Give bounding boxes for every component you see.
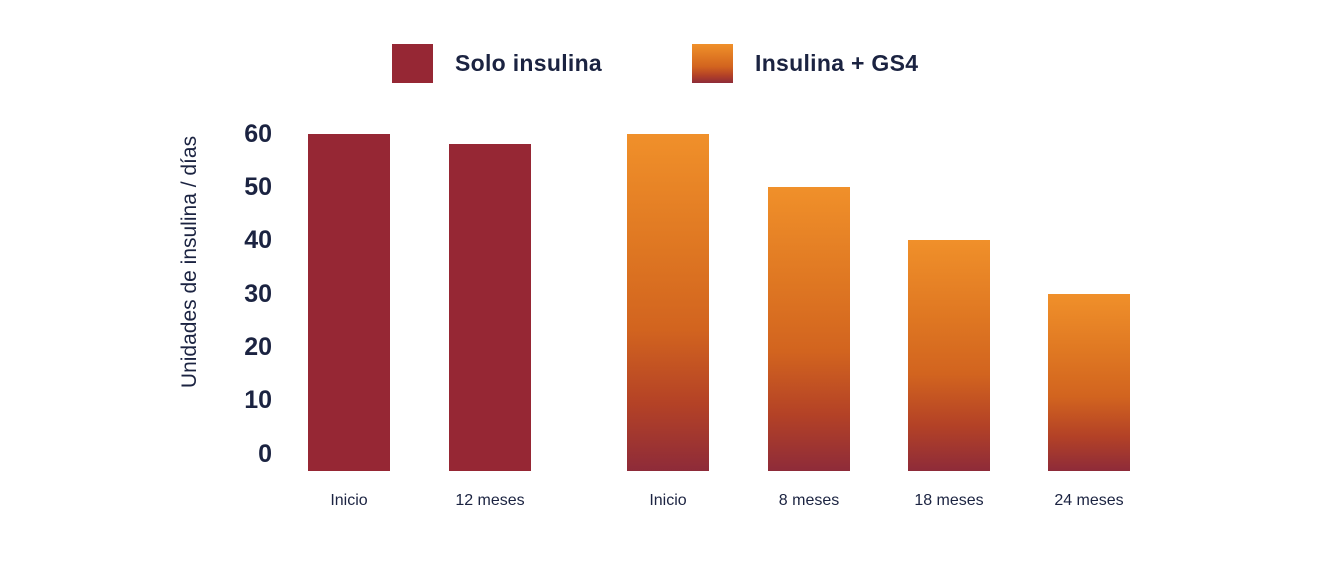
y-axis-title: Unidades de insulina / días <box>178 135 201 389</box>
legend-swatch-solo-insulina-icon <box>392 44 433 83</box>
legend-label-solo-insulina: Solo insulina <box>455 50 603 76</box>
bar-solo-insulina-inicio <box>308 133 390 471</box>
x-axis-label-solo-insulina-inicio: Inicio <box>330 492 368 509</box>
y-axis-tick-50: 50 <box>244 172 272 201</box>
bar-insulina-gs4-24-meses <box>1048 293 1130 471</box>
x-axis-label-insulina-gs4-inicio: Inicio <box>649 492 687 509</box>
x-axis-label-insulina-gs4-18-meses: 18 meses <box>914 492 984 509</box>
bar-insulina-gs4-18-meses <box>908 240 990 471</box>
legend-swatch-insulina-gs4-icon <box>692 44 733 83</box>
x-axis-label-insulina-gs4-8-meses: 8 meses <box>778 492 840 509</box>
y-axis-tick-30: 30 <box>244 279 272 308</box>
bar-insulina-gs4-8-meses <box>768 186 850 471</box>
legend-label-insulina-gs4: Insulina + GS4 <box>755 50 919 76</box>
y-axis-tick-40: 40 <box>244 226 272 255</box>
y-axis-tick-0: 0 <box>258 439 272 468</box>
y-axis-tick-20: 20 <box>244 332 272 361</box>
legend-item-insulina-gs4: Insulina + GS4 <box>692 44 918 83</box>
y-axis-tick-60: 60 <box>244 119 272 148</box>
x-axis-label-insulina-gs4-24-meses: 24 meses <box>1054 492 1124 509</box>
y-axis-tick-10: 10 <box>244 386 272 415</box>
x-axis-label-solo-insulina-12-meses: 12 meses <box>455 492 525 509</box>
legend-item-solo-insulina: Solo insulina <box>392 44 602 83</box>
bar-solo-insulina-12-meses <box>449 144 531 471</box>
bar-insulina-gs4-inicio <box>627 133 709 471</box>
